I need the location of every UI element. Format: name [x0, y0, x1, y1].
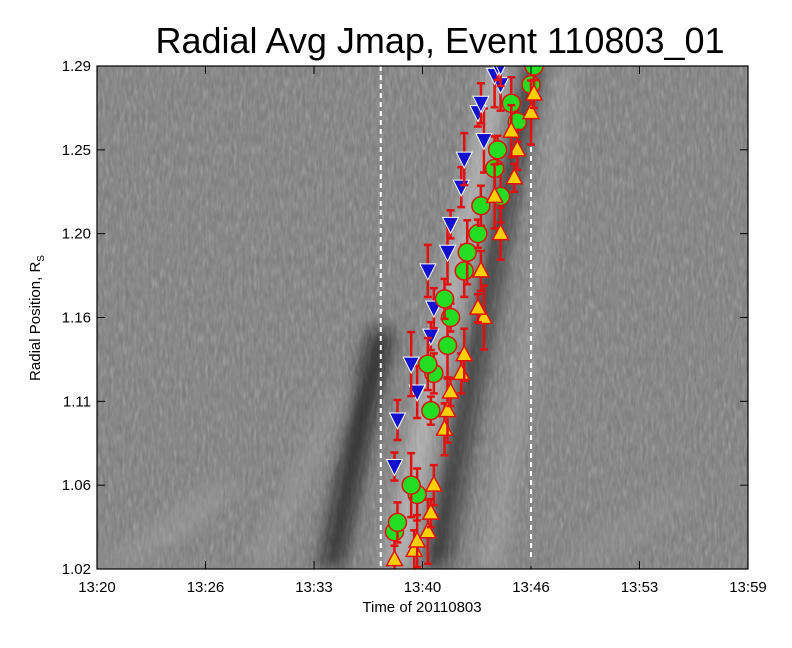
series-2-point — [407, 513, 427, 569]
series-2-point — [524, 78, 544, 110]
y-tick-label: 1.20 — [62, 226, 91, 243]
y-tick-label: 1.02 — [62, 561, 91, 578]
x-tick-label: 13:59 — [729, 579, 767, 596]
y-tick-labels: 1.02 1.06 1.11 1.16 1.20 1.25 1.29 — [62, 58, 91, 578]
series-0-point — [419, 243, 437, 299]
x-tick-label: 13:46 — [512, 579, 550, 596]
y-tick-label: 1.29 — [62, 58, 91, 75]
y-axis-label-main: Radial Position, R — [27, 262, 44, 381]
series-2-point — [471, 249, 491, 293]
series-1-point — [440, 302, 461, 333]
plot-background-image — [97, 66, 748, 569]
series-1-point — [401, 451, 421, 519]
y-tick-label: 1.25 — [62, 142, 91, 159]
series-0-point — [385, 451, 404, 482]
series-1-point — [387, 501, 408, 544]
x-tick-label: 13:53 — [621, 579, 659, 596]
x-tick-labels: 13:20 13:26 13:33 13:40 13:46 13:53 13:59 — [78, 579, 767, 596]
series-1-point — [418, 336, 438, 392]
series-2-point — [468, 292, 488, 324]
series-0-point — [495, 66, 506, 88]
data-markers — [384, 66, 544, 569]
series-2-point — [454, 327, 474, 383]
series-1-point — [471, 184, 491, 227]
y-tick-label: 1.06 — [62, 477, 91, 494]
series-0-point — [455, 131, 474, 187]
y-axis-label: Radial Position, RS — [27, 255, 47, 381]
series-1-point — [457, 219, 477, 286]
series-2-point — [502, 103, 521, 159]
y-tick-label: 1.16 — [62, 310, 91, 327]
x-tick-label: 13:33 — [295, 579, 333, 596]
series-0-point — [402, 330, 420, 398]
series-2-point — [505, 162, 524, 194]
series-1-point — [421, 395, 441, 426]
chart-title: Radial Avg Jmap, Event 110803_01 — [155, 20, 724, 61]
series-2-point — [485, 163, 504, 230]
x-tick-label: 13:40 — [404, 579, 442, 596]
series-2-point — [441, 376, 460, 408]
series-2-point — [491, 206, 510, 261]
series-0-point — [472, 82, 490, 125]
x-tick-label: 13:20 — [78, 579, 116, 596]
series-2-point — [421, 497, 441, 529]
series-2-point — [385, 544, 404, 569]
axis-ticks — [96, 65, 749, 570]
series-0-point — [441, 209, 460, 240]
series-1-point — [434, 277, 455, 321]
series-0-point — [388, 398, 407, 442]
y-tick-label: 1.11 — [63, 393, 91, 410]
x-tick-label: 13:26 — [187, 579, 225, 596]
y-axis-label-subscript: S — [36, 255, 47, 262]
x-axis-label: Time of 20110803 — [362, 599, 481, 616]
series-2-point — [424, 463, 444, 507]
